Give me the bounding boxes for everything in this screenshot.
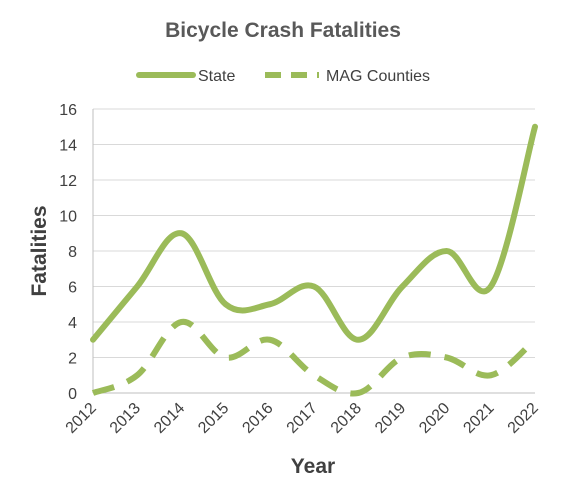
chart-title: Bicycle Crash Fatalities xyxy=(165,19,401,42)
y-tick-label: 16 xyxy=(59,102,77,119)
x-tick-label: 2017 xyxy=(284,400,321,437)
series-lines xyxy=(90,123,538,397)
x-tick-label: 2013 xyxy=(107,400,144,437)
y-tick-label: 8 xyxy=(68,244,77,261)
x-tick-label: 2016 xyxy=(239,400,276,437)
y-tick-label: 12 xyxy=(59,173,77,190)
y-tick-label: 14 xyxy=(59,138,77,155)
series-line-state xyxy=(90,123,538,343)
x-tick-label: 2018 xyxy=(328,400,365,437)
legend-label-state: State xyxy=(198,68,235,85)
y-tick-label: 10 xyxy=(59,209,77,226)
y-axis-ticks: 0 2 4 6 8 10 12 14 16 xyxy=(59,102,77,403)
legend: State MAG Counties xyxy=(136,68,430,85)
x-axis-title: Year xyxy=(291,455,335,478)
x-tick-label: 2019 xyxy=(372,400,409,437)
y-tick-label: 2 xyxy=(68,351,77,368)
x-tick-label: 2012 xyxy=(63,400,100,437)
x-tick-label: 2020 xyxy=(416,400,453,437)
x-tick-label: 2014 xyxy=(151,400,188,437)
x-tick-label: 2021 xyxy=(460,400,497,437)
x-axis-ticks: 2012 2013 2014 2015 2016 2017 2018 2019 2020 2021… xyxy=(63,400,542,437)
y-tick-label: 6 xyxy=(68,280,77,297)
y-tick-label: 4 xyxy=(68,315,77,332)
gridlines xyxy=(92,108,535,394)
legend-label-mag-counties: MAG Counties xyxy=(326,68,430,85)
x-tick-label: 2015 xyxy=(195,400,232,437)
y-axis-title: Fatalities xyxy=(28,205,51,296)
y-tick-label: 0 xyxy=(68,386,77,403)
series-line-mag-counties xyxy=(91,318,538,397)
x-tick-label: 2022 xyxy=(505,400,542,437)
